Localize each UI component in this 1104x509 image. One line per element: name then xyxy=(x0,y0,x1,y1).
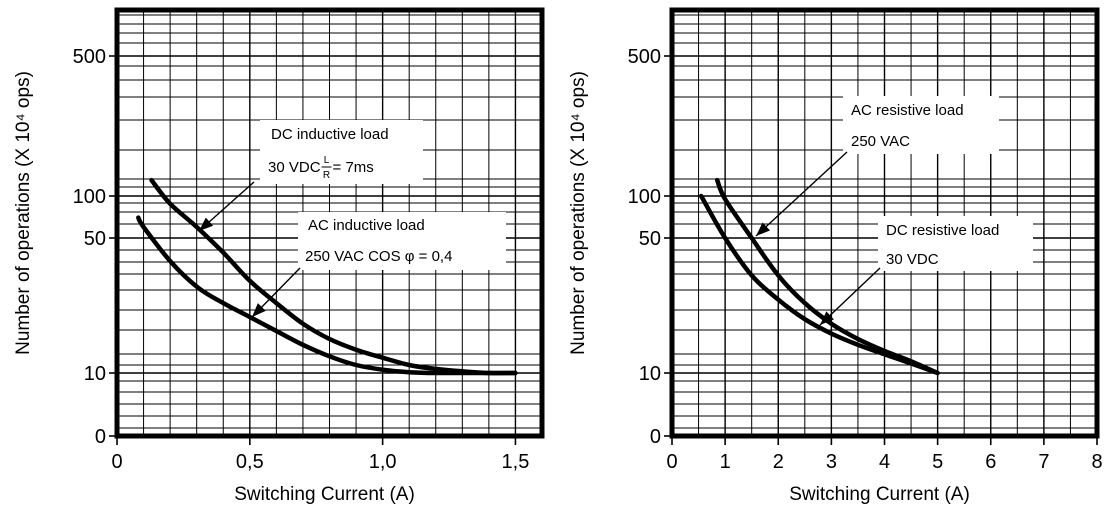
annotation-arrow-head xyxy=(252,303,266,317)
x-tick-label: 2 xyxy=(773,451,784,473)
chart-dc-ac-inductive: 0 10 50 100 500 0 0,5 1,0 1,5 Switching Current (… xyxy=(13,7,545,505)
annotation-text: 250 VAC COS φ = 0,4 xyxy=(305,248,452,265)
x-tick-label: 0 xyxy=(111,451,122,473)
annotation-arrow-head xyxy=(199,217,214,231)
y-axis-title: Number of operations (X 10⁴ ops) xyxy=(13,71,34,355)
annotation-text: 30 VDC xyxy=(886,251,939,268)
x-tick-label: 1,0 xyxy=(369,451,397,473)
x-tick-label: 7 xyxy=(1038,451,1049,473)
annotation-box xyxy=(843,96,999,154)
series-line-0 xyxy=(149,177,518,376)
x-tick-label: 8 xyxy=(1091,451,1102,473)
annotation-arrow-line xyxy=(755,151,848,237)
x-tick-label: 1 xyxy=(720,451,731,473)
y-tick-label: 50 xyxy=(84,228,106,250)
annotation-arrow-head xyxy=(820,311,834,325)
x-axis-title: Switching Current (A) xyxy=(234,484,415,505)
annotation-box xyxy=(878,216,1033,271)
series-line-1 xyxy=(698,193,940,376)
annotation-text: = 7ms xyxy=(333,159,374,176)
annotation-text: DC inductive load xyxy=(271,126,389,143)
y-tick-label: 100 xyxy=(628,186,661,208)
annotation-text: DC resistive load xyxy=(886,222,999,239)
annotation-arrow-head xyxy=(756,222,771,236)
y-tick-label: 100 xyxy=(73,186,106,208)
x-tick-label: 3 xyxy=(826,451,837,473)
plot-frame xyxy=(114,7,545,439)
x-tick-label: 4 xyxy=(879,451,890,473)
series-line-0 xyxy=(714,177,940,376)
y-tick-label: 0 xyxy=(95,426,106,448)
y-tick-label: 50 xyxy=(639,228,661,250)
annotation-box xyxy=(260,120,423,184)
chart-ac-dc-resistive: 0 10 50 100 500 0 1 2 3 4 5 6 7 8 Switching Current (A… xyxy=(568,7,1103,505)
x-axis-title: Switching Current (A) xyxy=(789,484,970,505)
series-line-1 xyxy=(136,215,518,376)
annotation-fraction-num: L xyxy=(324,155,330,166)
x-tick-label: 0,5 xyxy=(236,451,264,473)
y-axis-title: Number of operations (X 10⁴ ops) xyxy=(568,71,589,355)
annotation-fraction-den: R xyxy=(323,170,330,181)
y-tick-label: 10 xyxy=(639,363,661,385)
y-tick-label: 0 xyxy=(650,426,661,448)
annotation-text: AC resistive load xyxy=(851,102,964,119)
x-tick-label: 0 xyxy=(666,451,677,473)
annotation-text: 30 VDC xyxy=(268,159,321,176)
x-tick-label: 6 xyxy=(985,451,996,473)
y-tick-label: 10 xyxy=(84,363,106,385)
x-tick-label: 5 xyxy=(932,451,943,473)
y-tick-label: 500 xyxy=(73,46,106,68)
x-tick-label: 1,5 xyxy=(502,451,530,473)
annotation-text: AC inductive load xyxy=(308,217,425,234)
y-tick-label: 500 xyxy=(628,46,661,68)
annotation-box xyxy=(298,212,506,270)
annotation-text: 250 VAC xyxy=(851,133,910,150)
